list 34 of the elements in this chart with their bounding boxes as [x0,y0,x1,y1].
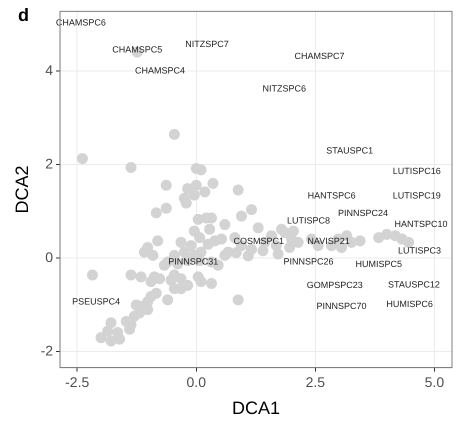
annotation: PINNSPC31 [168,256,218,266]
x-axis-title: DCA1 [232,398,280,418]
annotation: HUMISPC6 [386,299,433,310]
y-tick-label: 4 [45,62,54,78]
annotation: HANTSPC10 [394,218,448,229]
annotation: PSEUSPC4 [72,296,120,307]
y-tick-label: 2 [45,156,54,172]
annotation: PINNSPC70 [316,300,366,311]
x-tick-label: 0.0 [186,374,206,390]
annotation: PINNSPC26 [284,256,334,266]
annotation: NAVISP21 [307,236,350,246]
annotation: NITZSPC7 [185,39,229,50]
annotation: LUTISPC19 [392,190,441,200]
annotation: HUMISPC5 [355,258,402,269]
annotation: STAUSPC12 [388,279,440,290]
y-tick-label: 0 [45,249,54,266]
annotation: CHAMSPC5 [112,44,162,54]
annotation: LUTISPC3 [398,246,441,256]
annotation: LUTISPC8 [287,215,330,226]
x-tick-label: 2.5 [306,374,326,390]
y-tick-label: -2 [40,342,54,359]
annotation: NITZSPC6 [262,84,306,94]
annotation: CHAMSPC4 [134,66,186,76]
y-axis-title: DCA2 [12,165,32,214]
annotation: HANTSPC6 [308,190,356,200]
annotation: LUTISPC16 [392,166,441,176]
x-tick-label: 5.0 [424,374,444,390]
annotation: GOMPSPC23 [306,280,363,290]
annotation: PINNSPC24 [338,208,388,218]
annotation: COSMSPC1 [234,236,284,246]
chart-title: d [18,4,29,25]
annotation: CHAMSPC7 [294,50,345,61]
x-tick-label: -2.5 [65,374,90,390]
annotation: STAUSPC1 [326,146,374,156]
